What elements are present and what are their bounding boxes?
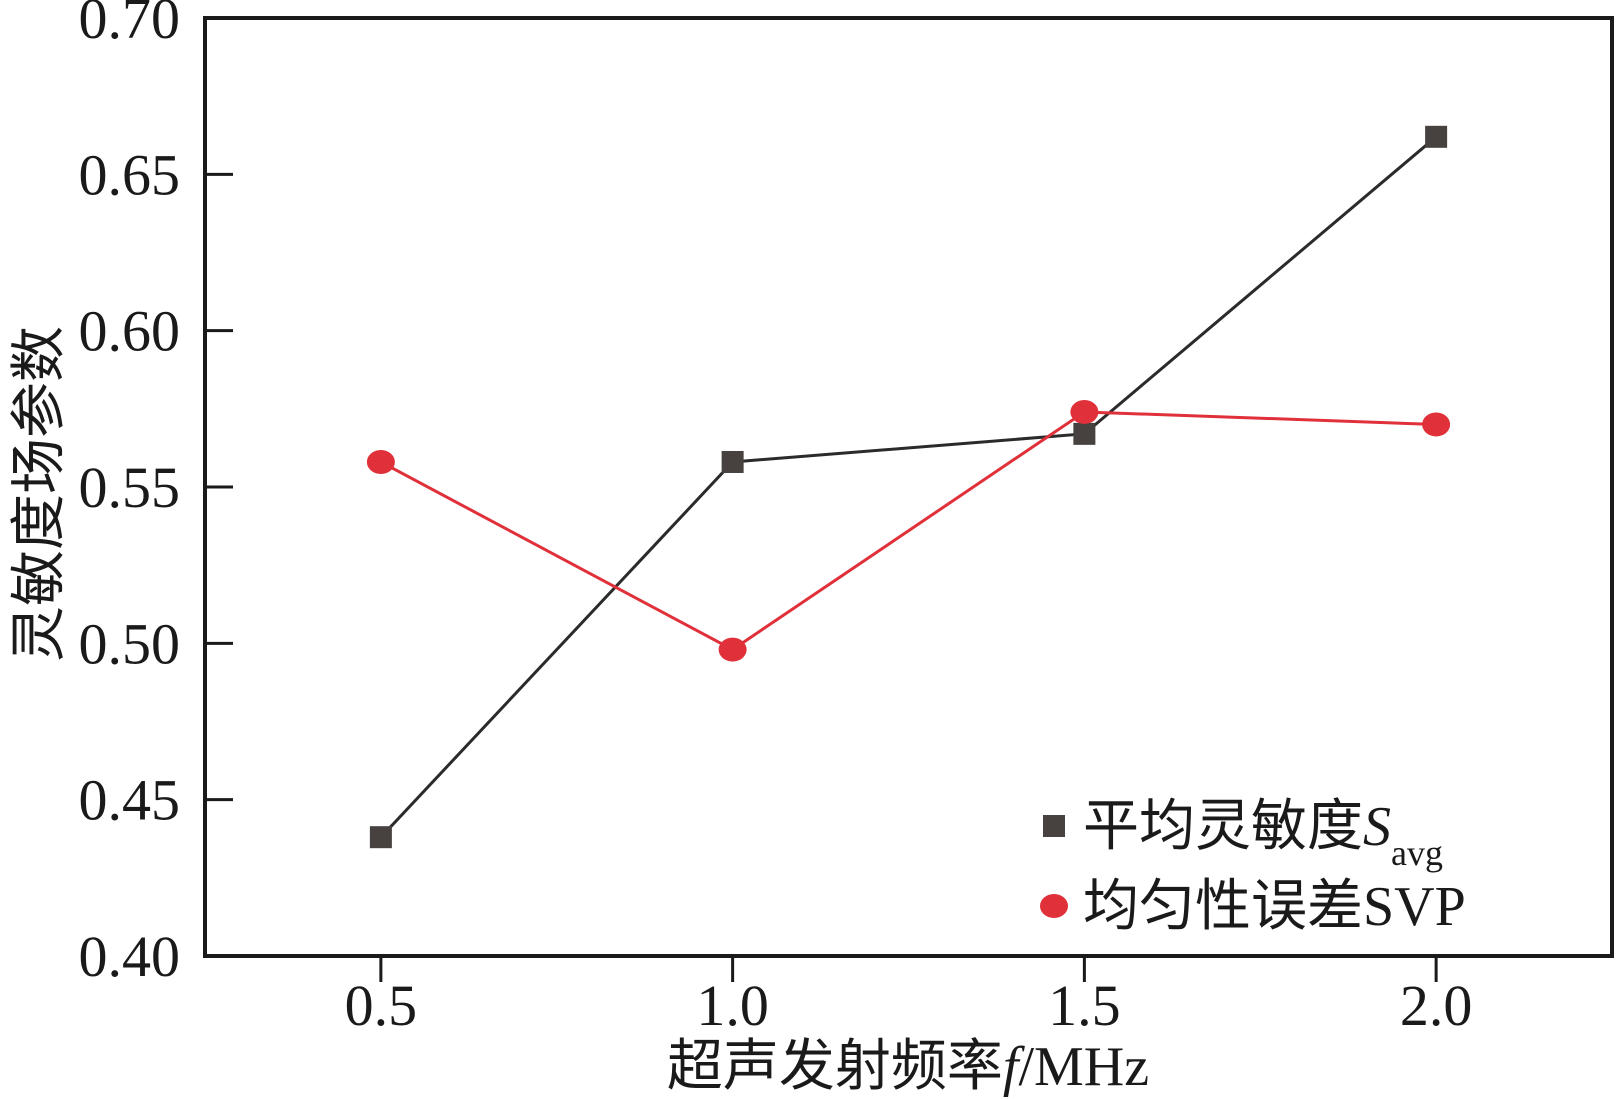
x-tick-label: 1.0 <box>696 973 769 1038</box>
y-tick-label: 0.60 <box>79 299 181 364</box>
x-tick-label: 1.5 <box>1048 973 1121 1038</box>
y-tick-label: 0.40 <box>79 924 181 989</box>
y-tick-label: 0.55 <box>79 455 181 520</box>
y-tick-label: 0.45 <box>79 768 181 833</box>
series-lines <box>379 135 1438 839</box>
x-axis-label: 超声发射频率f/MHz <box>667 1036 1149 1098</box>
data-point-square <box>721 450 744 473</box>
series-line-0 <box>379 135 1438 839</box>
y-tick-label: 0.70 <box>79 0 181 51</box>
y-axis-label: 灵敏度场参数 <box>9 326 71 662</box>
data-point-square <box>1425 125 1448 148</box>
legend-label-uniformity-error: 均匀性误差SVP <box>1083 876 1466 938</box>
x-tick-label: 0.5 <box>345 973 418 1038</box>
data-point-circle <box>718 637 747 662</box>
legend-marker-average-sensitivity <box>1043 815 1065 837</box>
plot-area-frame <box>203 16 1614 958</box>
legend-label-average-sensitivity: 平均灵敏度Savg <box>1083 796 1443 873</box>
data-point-circle <box>1422 412 1451 437</box>
data-point-circle <box>366 449 395 474</box>
data-point-square <box>1073 422 1096 445</box>
legend-marker-uniformity-error <box>1040 894 1068 918</box>
y-tick-label: 0.65 <box>79 142 181 207</box>
y-axis-ticks: 0.40 0.45 0.50 0.55 0.60 0.65 0.70 <box>79 0 233 989</box>
data-point-circle <box>1070 399 1099 424</box>
data-point-square <box>369 826 392 849</box>
x-axis-ticks: 0.5 1.0 1.5 2.0 <box>345 956 1473 1038</box>
legend: 平均灵敏度Savg 均匀性误差SVP <box>1040 796 1466 938</box>
series-markers <box>366 125 1451 849</box>
x-tick-label: 2.0 <box>1400 973 1473 1038</box>
series-line-1 <box>380 410 1437 652</box>
y-tick-label: 0.50 <box>79 611 181 676</box>
